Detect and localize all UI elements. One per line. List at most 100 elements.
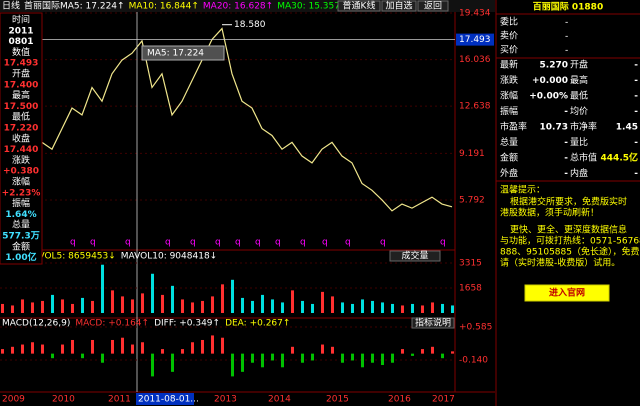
volume-bar	[331, 296, 334, 313]
macd-bar	[21, 344, 24, 354]
volume-bar	[51, 294, 54, 313]
tooltip: MA5: 17.224	[147, 49, 204, 59]
volume-bar	[111, 290, 114, 313]
quote-label: 卖价	[500, 31, 518, 42]
info-label: 涨幅	[12, 176, 30, 188]
info-value: 2011	[8, 26, 33, 36]
macd-bar	[11, 346, 14, 354]
macd-bar	[371, 353, 374, 363]
info-value: 17.493	[4, 59, 39, 69]
volume-bar	[181, 299, 184, 313]
macd-bar	[51, 353, 54, 359]
info-value: +2.23%	[2, 188, 41, 198]
volume-bar	[431, 302, 434, 313]
macd-bar	[141, 342, 144, 354]
macd-header: DIFF: +0.349↑	[154, 319, 220, 329]
volume-bar	[291, 290, 294, 313]
quote-label: 涨跌	[500, 75, 518, 86]
info-value: +0.380	[3, 167, 39, 177]
macd-bar	[261, 353, 264, 368]
volume-bar	[421, 305, 424, 313]
quote-value: -	[634, 92, 638, 102]
volume-bar	[231, 279, 234, 313]
dividend-marker: q	[380, 238, 386, 248]
official-site-button[interactable]	[524, 284, 610, 302]
volume-header: MAVOL5: 8659453↓	[25, 252, 116, 262]
macd-bar	[61, 344, 64, 354]
macd-bar	[451, 351, 454, 354]
y-tick-label: 3315	[459, 258, 482, 268]
volume-bar	[1, 303, 4, 313]
toolbar-button[interactable]	[337, 0, 381, 12]
toolbar-button-label: 加自选	[385, 0, 412, 12]
volume-bar	[41, 300, 44, 313]
official-site-label: 进入官网	[549, 287, 585, 299]
volume-button[interactable]	[389, 250, 441, 262]
macd-bar	[301, 353, 304, 363]
volume-bar	[141, 293, 144, 313]
macd-bar	[291, 346, 294, 354]
macd-button[interactable]	[411, 317, 455, 329]
info-label: 数值	[12, 46, 30, 58]
macd-bar	[131, 344, 134, 354]
x-tick-label: 2015	[326, 395, 349, 405]
volume-bar	[411, 303, 414, 313]
macd-bar	[321, 344, 324, 354]
macd-bar	[381, 353, 384, 366]
x-tick-label: 2011-08-01...	[138, 395, 199, 405]
info-label: 时间	[12, 14, 30, 26]
quote-label: 外盘	[500, 167, 518, 179]
volume-bar	[241, 297, 244, 313]
macd-bar	[31, 342, 34, 354]
volume-bar	[31, 302, 34, 313]
info-value: 577.3万	[2, 231, 39, 242]
macd-bar	[341, 353, 344, 363]
y-tick-label: +0.585	[459, 323, 492, 333]
macd-bar	[161, 349, 164, 354]
x-tick-label: 2013	[214, 395, 237, 405]
toolbar-button-label: 返回	[424, 0, 442, 12]
macd-bar	[81, 353, 84, 359]
info-label: 最低	[12, 111, 30, 123]
dividend-marker: q	[300, 238, 306, 248]
macd-bar	[281, 353, 284, 368]
x-tick-label: 2009	[2, 395, 25, 405]
quote-label: 最低	[570, 90, 588, 102]
macd-bar	[251, 353, 254, 363]
x-tick-label: 2011	[108, 395, 131, 405]
y-tick-label: -0.140	[459, 356, 488, 366]
quote-value: +0.000	[532, 76, 568, 86]
volume-bar	[451, 305, 454, 313]
quote-label: 委比	[500, 16, 518, 28]
ma-value: MA30: 15.357↑	[277, 2, 347, 12]
volume-bar	[261, 294, 264, 313]
toolbar-button[interactable]	[381, 0, 417, 12]
quote-label: 涨幅	[500, 90, 518, 102]
quote-label: 内盘	[570, 167, 588, 179]
quote-value: -	[634, 138, 638, 148]
quote-value: -	[564, 138, 568, 148]
y-tick-label: 19.434	[459, 9, 491, 19]
dividend-marker: q	[440, 238, 446, 248]
info-label: 金额	[12, 240, 30, 252]
toolbar-button[interactable]	[417, 0, 449, 12]
peak-label: 18.580	[234, 20, 266, 30]
info-value: 1.64%	[5, 210, 36, 220]
info-label: 开盘	[12, 68, 30, 80]
volume-bar	[301, 300, 304, 313]
macd-bar	[221, 337, 224, 354]
volume-header: MAVOL10: 9048418↓	[121, 252, 217, 262]
tip-line: 根据港交所要求，免费版实时	[510, 196, 627, 208]
quote-label: 总量	[500, 136, 518, 148]
quote-label: 市盈率	[500, 121, 527, 133]
quote-value: -	[564, 169, 568, 179]
dividend-marker: q	[275, 238, 281, 248]
dividend-marker: q	[190, 238, 196, 248]
macd-bar	[311, 353, 314, 361]
quote-value: 444.5亿	[601, 152, 638, 164]
quote-label: 振幅	[500, 105, 518, 117]
quote-value: -	[634, 76, 638, 86]
quote-label: 开盘	[570, 59, 588, 71]
info-label: 涨跌	[12, 155, 30, 166]
x-tick-label: 2017	[432, 395, 455, 405]
